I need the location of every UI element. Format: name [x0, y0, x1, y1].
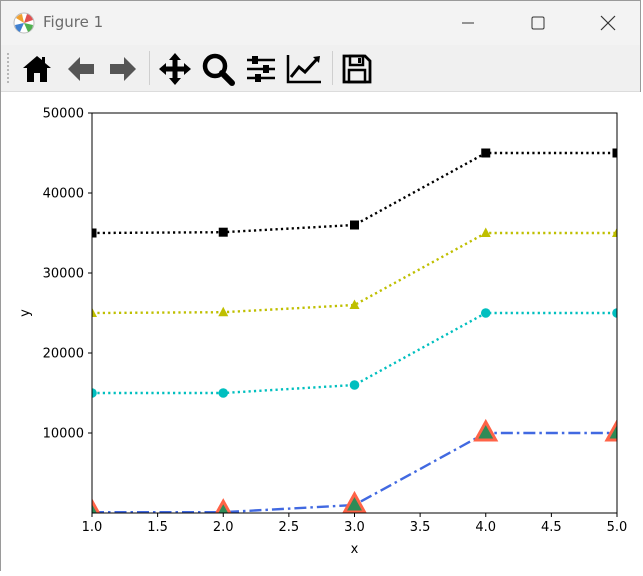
- back-button[interactable]: [63, 51, 99, 87]
- y-tick-label: 10000: [43, 427, 84, 442]
- data-point: [218, 388, 229, 398]
- figure-canvas[interactable]: 1.0 1.5 2.0 2.5 3.0 3.5 4.0 4.5 5.0 10000 20000 30…: [1, 92, 642, 572]
- back-arrow-icon: [68, 57, 94, 81]
- title-bar[interactable]: Figure 1: [1, 1, 640, 45]
- data-point: [480, 227, 491, 237]
- zoom-icon: [202, 53, 235, 86]
- y-tick-label: 40000: [43, 187, 84, 202]
- x-tick-label: 4.0: [475, 520, 496, 535]
- data-point: [92, 307, 97, 317]
- series-line: [92, 231, 617, 315]
- data-point: [218, 227, 228, 237]
- x-tick-label: 5.0: [607, 520, 628, 535]
- y-tick-label: 50000: [43, 107, 84, 122]
- home-icon: [23, 56, 51, 82]
- x-axis-label: x: [351, 542, 359, 557]
- matplotlib-logo-icon: [13, 12, 35, 34]
- x-tick-label: 4.5: [541, 520, 562, 535]
- customize-button[interactable]: [286, 51, 322, 87]
- x-tick-label: 3.0: [344, 520, 365, 535]
- data-point: [218, 306, 229, 317]
- minimize-button[interactable]: [445, 1, 491, 45]
- toolbar-separator: [149, 51, 150, 85]
- data-point: [604, 418, 617, 442]
- forward-arrow-icon: [110, 57, 136, 81]
- move-icon: [159, 53, 191, 85]
- x-tick-label: 2.5: [279, 520, 300, 535]
- toolbar-grip[interactable]: [7, 53, 11, 83]
- zoom-button[interactable]: [200, 51, 236, 87]
- series-line: [92, 311, 617, 395]
- line-chart: 1.0 1.5 2.0 2.5 3.0 3.5 4.0 4.5 5.0 10000 20000 30…: [18, 107, 628, 558]
- home-button[interactable]: [19, 51, 55, 87]
- data-point: [92, 228, 97, 238]
- x-tick-label: 1.0: [82, 520, 103, 535]
- x-tick-label: 1.5: [147, 520, 168, 535]
- close-icon: [600, 15, 616, 31]
- axes-edit-icon: [286, 55, 321, 84]
- toolbar-separator: [332, 51, 333, 85]
- data-point: [349, 380, 360, 390]
- data-point: [350, 220, 359, 230]
- series-line: [92, 151, 617, 235]
- save-icon: [342, 54, 372, 84]
- window-title: Figure 1: [43, 13, 104, 31]
- minimize-icon: [462, 22, 474, 24]
- navigation-toolbar: [1, 45, 640, 92]
- pan-button[interactable]: [157, 51, 193, 87]
- x-tick-label: 2.0: [213, 520, 234, 535]
- data-point: [612, 227, 617, 237]
- data-point: [349, 299, 360, 309]
- close-button[interactable]: [585, 1, 631, 45]
- data-point: [92, 498, 101, 513]
- data-point: [480, 308, 491, 318]
- data-point: [214, 498, 232, 513]
- subplots-button[interactable]: [243, 51, 279, 87]
- data-point: [481, 148, 491, 158]
- y-tick-label: 30000: [43, 267, 84, 282]
- data-point: [473, 418, 499, 442]
- series-line: [92, 431, 617, 513]
- data-point: [92, 388, 97, 398]
- maximize-button[interactable]: [515, 1, 561, 45]
- sliders-icon: [247, 56, 275, 82]
- data-point: [612, 308, 617, 318]
- x-tick-label: 3.5: [410, 520, 431, 535]
- y-axis-label: y: [18, 309, 33, 317]
- y-tick-label: 20000: [43, 347, 84, 362]
- save-button[interactable]: [339, 51, 375, 87]
- data-point: [612, 148, 617, 158]
- forward-button[interactable]: [105, 51, 141, 87]
- data-point: [342, 490, 367, 513]
- maximize-icon: [531, 16, 545, 30]
